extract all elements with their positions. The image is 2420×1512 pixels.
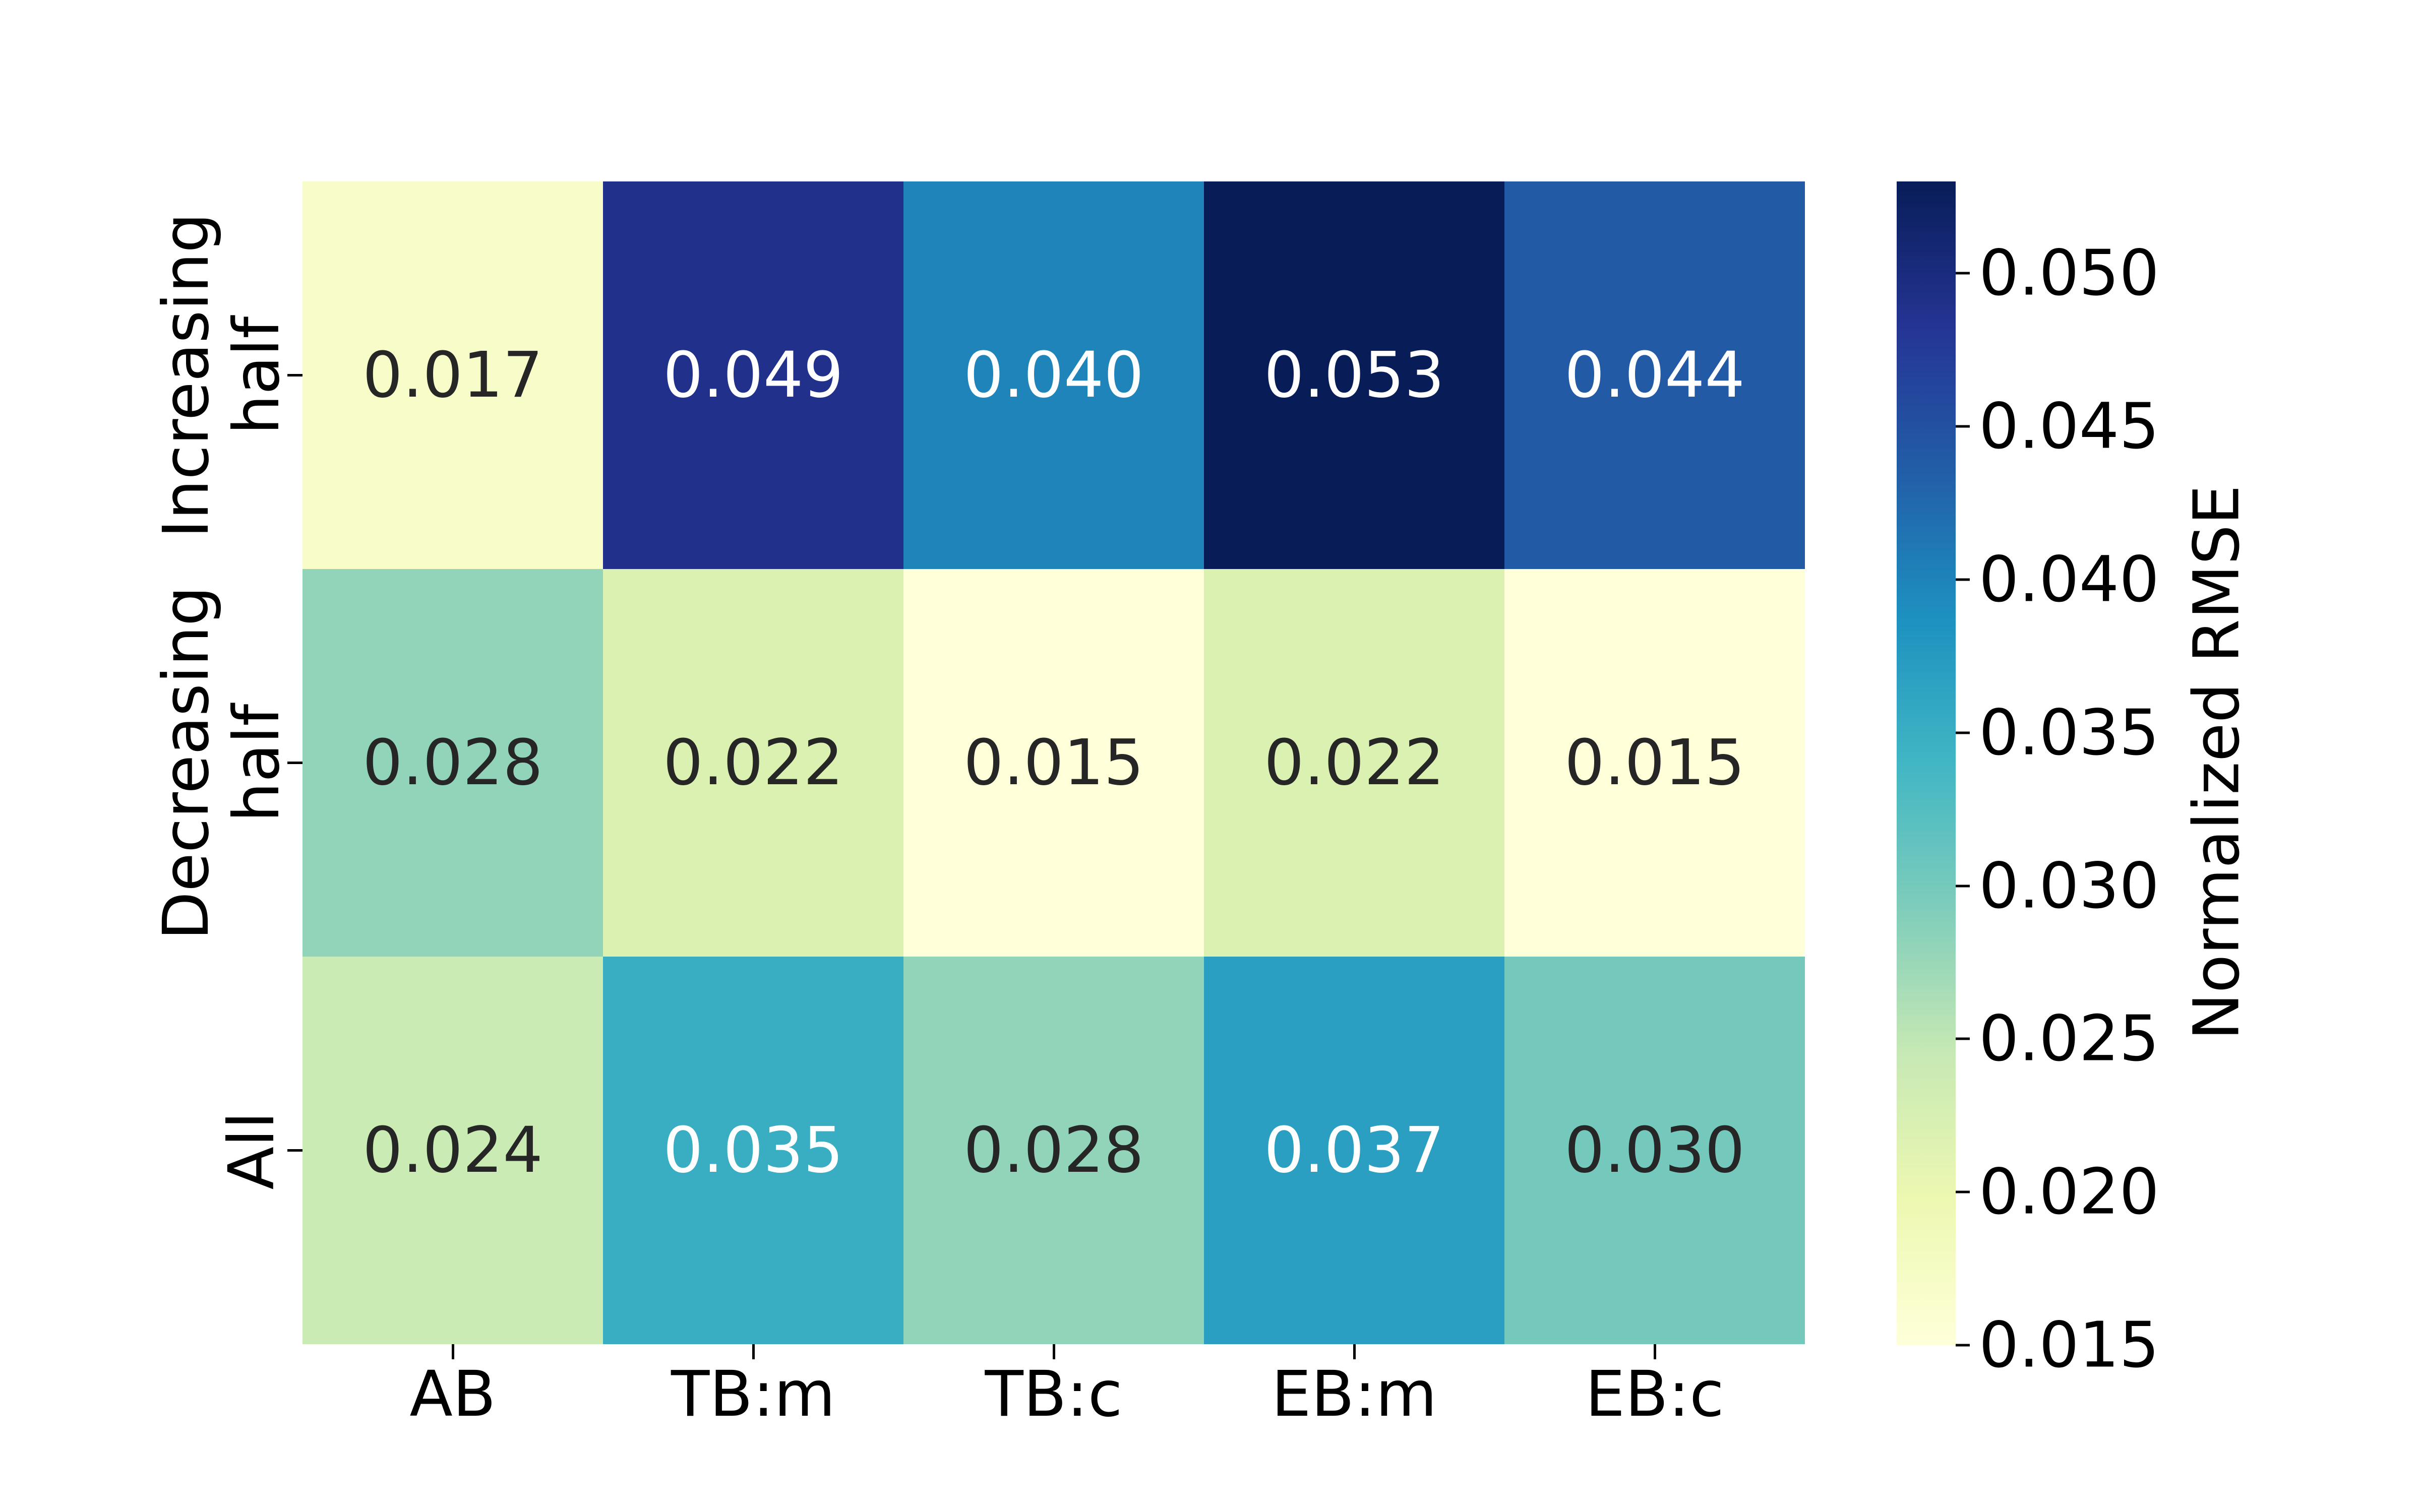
heatmap-cell-All-EB:m: 0.037 bbox=[1204, 957, 1504, 1344]
heatmap-cell-All-AB: 0.024 bbox=[302, 957, 603, 1344]
heatmap-cell-All-TB:m: 0.035 bbox=[603, 957, 903, 1344]
colorbar-tick-label-0.030: 0.030 bbox=[1979, 849, 2159, 923]
heatmap-cell-Increasing-EB:c: 0.044 bbox=[1504, 181, 1805, 569]
x-tick-mark bbox=[1653, 1344, 1656, 1359]
colorbar-tick-mark bbox=[1956, 885, 1970, 888]
colorbar-tick-mark bbox=[1956, 578, 1970, 581]
heatmap-cell-Increasing-TB:m: 0.049 bbox=[603, 181, 903, 569]
heatmap-cell-Increasing-AB: 0.017 bbox=[302, 181, 603, 569]
colorbar-tick-label-0.015: 0.015 bbox=[1979, 1308, 2159, 1382]
y-tick-mark bbox=[287, 762, 302, 764]
y-tick-mark bbox=[287, 1149, 302, 1152]
colorbar-tick-mark bbox=[1956, 731, 1970, 734]
y-tick-label-All: All bbox=[215, 1111, 288, 1189]
heatmap-cell-All-TB:c: 0.028 bbox=[903, 957, 1204, 1344]
heatmap-cell-Decreasing-TB:c: 0.015 bbox=[903, 569, 1204, 957]
heatmap-cell-Increasing-EB:m: 0.053 bbox=[1204, 181, 1504, 569]
colorbar-tick-label-0.040: 0.040 bbox=[1979, 543, 2159, 616]
colorbar-tick-mark bbox=[1956, 1037, 1970, 1040]
colorbar-tick-mark bbox=[1956, 1190, 1970, 1193]
colorbar-axis-label: Normalized RMSE bbox=[2180, 485, 2254, 1040]
heatmap-cell-All-EB:c: 0.030 bbox=[1504, 957, 1805, 1344]
y-tick-mark bbox=[287, 374, 302, 376]
colorbar-tick-label-0.035: 0.035 bbox=[1979, 696, 2159, 770]
colorbar-tick-mark bbox=[1956, 272, 1970, 275]
x-tick-mark bbox=[451, 1344, 454, 1359]
heatmap-cell-Decreasing-TB:m: 0.022 bbox=[603, 569, 903, 957]
heatmap-cell-Decreasing-AB: 0.028 bbox=[302, 569, 603, 957]
heatmap-cell-Increasing-TB:c: 0.040 bbox=[903, 181, 1204, 569]
x-tick-label-TB:m: TB:m bbox=[671, 1358, 835, 1431]
x-tick-label-TB:c: TB:c bbox=[985, 1358, 1123, 1431]
heatmap-grid: 0.017 0.049 0.040 0.053 0.044 0.028 0.022 0.015… bbox=[302, 181, 1805, 1344]
colorbar-tick-label-0.025: 0.025 bbox=[1979, 1002, 2159, 1076]
colorbar-tick-mark bbox=[1956, 425, 1970, 428]
heatmap-cell-Decreasing-EB:m: 0.022 bbox=[1204, 569, 1504, 957]
x-tick-mark bbox=[1052, 1344, 1055, 1359]
x-tick-label-EB:c: EB:c bbox=[1585, 1358, 1724, 1431]
colorbar-tick-mark bbox=[1956, 1344, 1970, 1347]
x-tick-label-EB:m: EB:m bbox=[1271, 1358, 1437, 1431]
heatmap-cell-Decreasing-EB:c: 0.015 bbox=[1504, 569, 1805, 957]
y-tick-label-Increasing: Increasing half bbox=[150, 212, 293, 538]
colorbar-gradient bbox=[1897, 181, 1956, 1345]
colorbar-tick-label-0.050: 0.050 bbox=[1979, 236, 2159, 310]
colorbar-tick-label-0.045: 0.045 bbox=[1979, 390, 2159, 463]
colorbar-tick-label-0.020: 0.020 bbox=[1979, 1155, 2159, 1229]
x-tick-mark bbox=[752, 1344, 755, 1359]
x-tick-label-AB: AB bbox=[409, 1358, 496, 1431]
x-tick-mark bbox=[1353, 1344, 1356, 1359]
y-tick-label-Decreasing: Decreasing half bbox=[150, 586, 293, 940]
